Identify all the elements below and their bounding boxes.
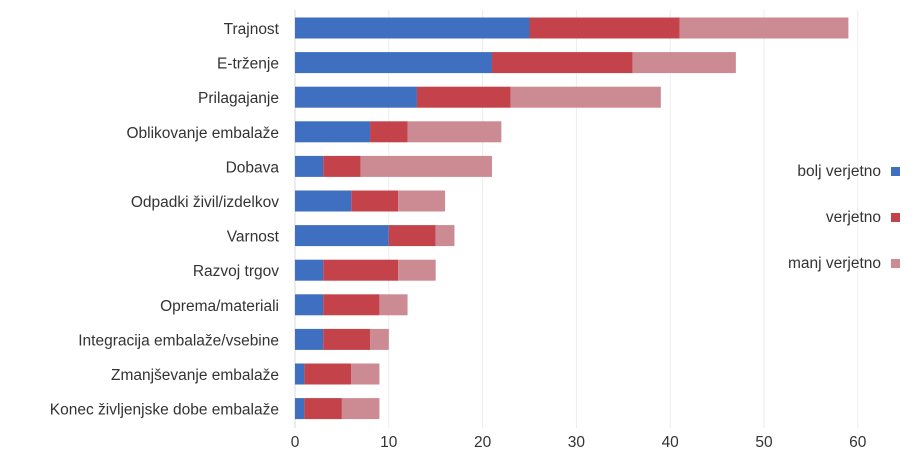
bar-segment bbox=[295, 121, 371, 143]
x-tick-label: 0 bbox=[291, 434, 300, 451]
bar-segment bbox=[351, 363, 380, 385]
category-label: Varnost bbox=[227, 229, 280, 246]
bar-segment bbox=[491, 52, 633, 74]
bar-segment bbox=[323, 155, 361, 177]
bar-segment bbox=[679, 17, 849, 39]
x-tick-labels: 0 10 20 30 40 50 60 bbox=[291, 434, 867, 451]
bar-segment bbox=[323, 294, 380, 316]
bar-segment bbox=[341, 398, 380, 420]
bar-segment bbox=[360, 155, 492, 177]
bar-segment bbox=[398, 259, 436, 281]
x-tick-label: 30 bbox=[568, 434, 586, 451]
bar-segment bbox=[295, 294, 324, 316]
x-tick-label: 40 bbox=[662, 434, 680, 451]
category-label: Odpadki živil/izdelkov bbox=[131, 194, 279, 211]
legend-label: bolj verjetno bbox=[797, 163, 881, 180]
category-labels: Trajnost E-trženje Prilagajanje Oblikovanje… bbox=[50, 21, 280, 419]
bars bbox=[295, 17, 849, 420]
bar-segment bbox=[379, 294, 408, 316]
bar-segment bbox=[632, 52, 736, 74]
bar-segment bbox=[295, 86, 417, 108]
bar-segment bbox=[416, 86, 511, 108]
category-label: E-trženje bbox=[217, 56, 279, 73]
category-label: Prilagajanje bbox=[198, 90, 279, 107]
category-label: Razvoj trgov bbox=[193, 263, 279, 280]
category-label: Oprema/materiali bbox=[160, 298, 279, 315]
bar-segment bbox=[295, 363, 305, 385]
legend-label: verjetno bbox=[826, 209, 881, 226]
bar-segment bbox=[295, 225, 389, 247]
bar-segment bbox=[295, 328, 324, 350]
legend-swatch bbox=[891, 213, 900, 222]
x-tick-label: 50 bbox=[755, 434, 773, 451]
bar-segment bbox=[435, 225, 455, 247]
grid-lines bbox=[294, 10, 859, 428]
bar-segment bbox=[304, 363, 352, 385]
bar-segment bbox=[304, 398, 342, 420]
bar-segment bbox=[398, 190, 446, 212]
bar-segment bbox=[388, 225, 436, 247]
category-label: Trajnost bbox=[224, 21, 280, 38]
bar-segment bbox=[407, 121, 502, 143]
legend-swatch bbox=[891, 167, 900, 176]
category-label: Zmanjševanje embalaže bbox=[111, 367, 279, 384]
legend: bolj verjetno verjetno manj verjetno bbox=[788, 163, 900, 272]
legend-swatch bbox=[891, 259, 900, 268]
x-tick-label: 20 bbox=[474, 434, 492, 451]
bar-segment bbox=[323, 259, 399, 281]
bar-segment bbox=[295, 190, 352, 212]
bar-segment bbox=[295, 398, 305, 420]
bar-segment bbox=[295, 17, 530, 39]
category-label: Dobava bbox=[226, 159, 280, 176]
bar-segment bbox=[295, 52, 492, 74]
bar-segment bbox=[295, 155, 324, 177]
bar-segment bbox=[351, 190, 399, 212]
category-label: Oblikovanje embalaže bbox=[126, 125, 279, 142]
x-tick-label: 60 bbox=[849, 434, 867, 451]
bar-segment bbox=[529, 17, 680, 39]
bar-segment bbox=[295, 259, 324, 281]
category-label: Integracija embalaže/vsebine bbox=[78, 332, 279, 349]
bar-segment bbox=[370, 121, 408, 143]
bar-segment bbox=[510, 86, 661, 108]
bar-segment bbox=[370, 328, 389, 350]
category-label: Konec življenjske dobe embalaže bbox=[50, 402, 279, 419]
x-tick-label: 10 bbox=[380, 434, 398, 451]
legend-label: manj verjetno bbox=[788, 255, 881, 272]
bar-segment bbox=[323, 328, 371, 350]
